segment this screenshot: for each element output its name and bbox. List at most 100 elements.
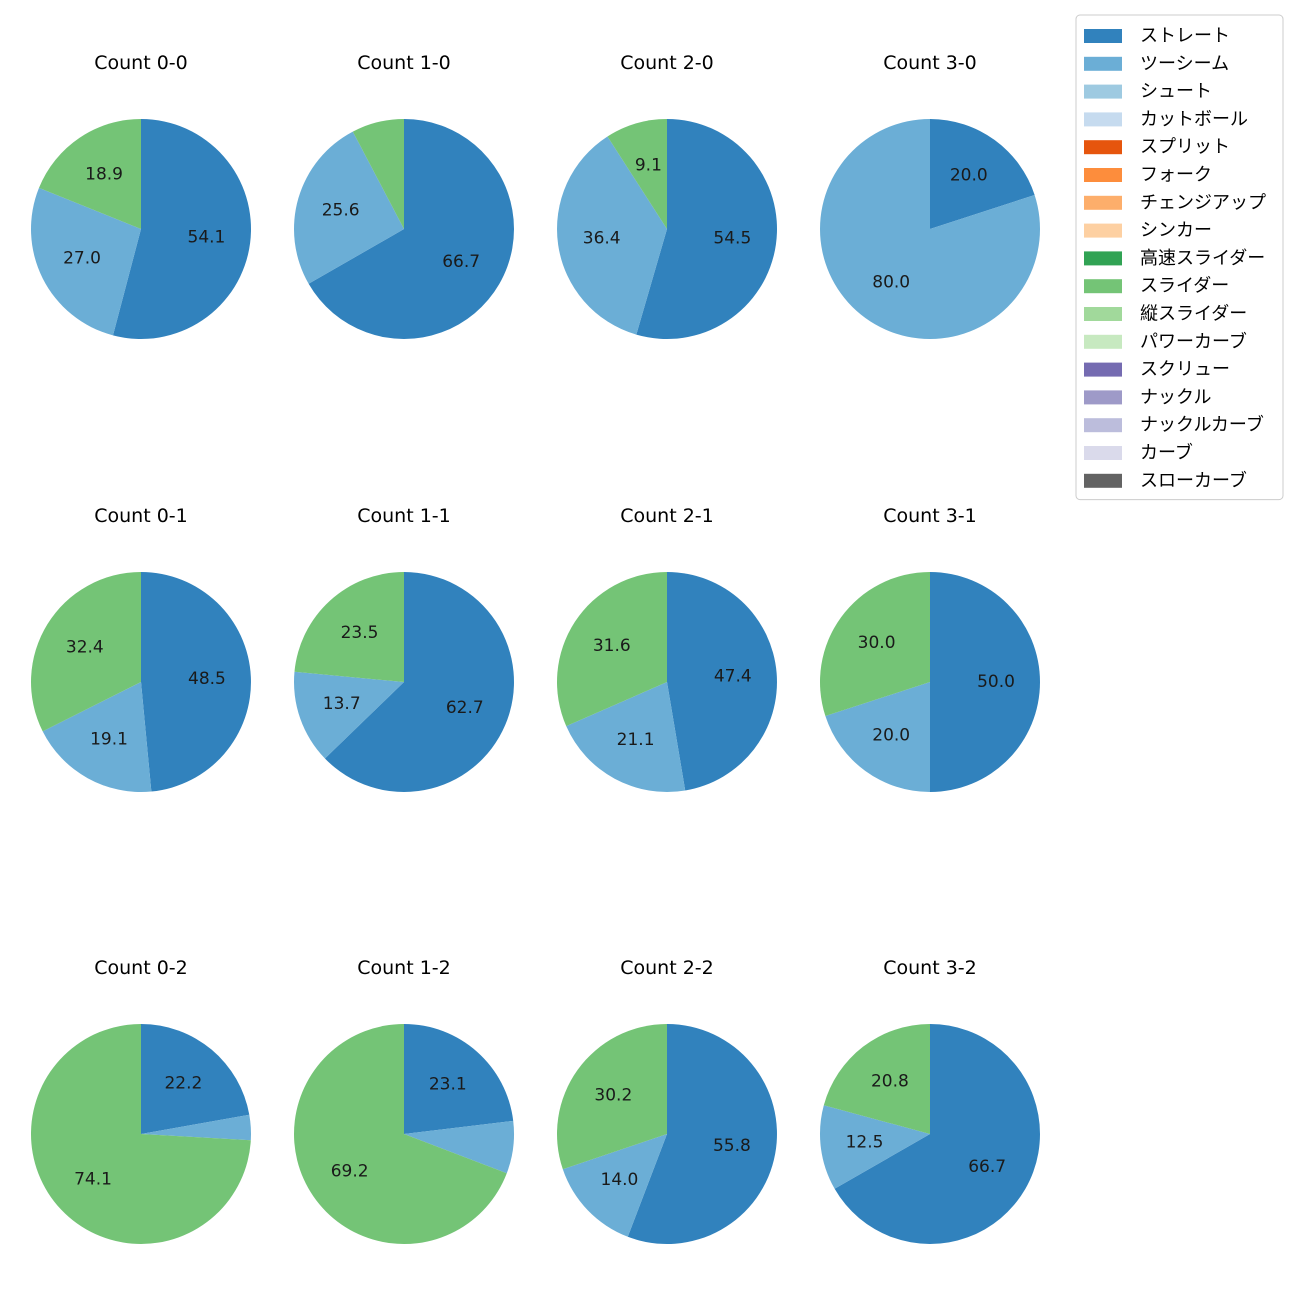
slice-label: 20.0 <box>950 166 988 186</box>
pie-count-3-2: Count 3-2 66.7 12.5 20.8 <box>820 957 1040 1244</box>
legend-label: 高速スライダー <box>1140 248 1265 269</box>
legend-label: シンカー <box>1140 220 1212 241</box>
pie-count-2-1: Count 2-1 47.4 21.1 31.6 <box>557 505 777 792</box>
legend-swatch <box>1084 29 1122 43</box>
slice-スライダー <box>294 1024 507 1244</box>
pie-title: Count 0-1 <box>94 505 188 527</box>
legend-label: パワーカーブ <box>1140 330 1247 352</box>
slice-ストレート <box>308 119 514 339</box>
slice-label: 47.4 <box>714 667 752 687</box>
slice-スライダー <box>819 572 930 716</box>
pie-count-1-2: Count 1-2 23.1 69.2 <box>294 957 515 1244</box>
slice-label: 30.0 <box>858 633 896 653</box>
slice-ツーシーム <box>293 131 404 284</box>
slice-ストレート <box>324 572 514 792</box>
slice-label: 21.1 <box>617 730 655 750</box>
legend-swatch <box>1084 195 1122 210</box>
legend-label: カーブ <box>1140 442 1193 464</box>
slice-ツーシーム <box>562 1134 667 1237</box>
slice-label: 30.2 <box>594 1086 632 1106</box>
slice-ストレート <box>636 118 778 339</box>
slice-ツーシーム <box>293 671 404 759</box>
legend-label: ツーシーム <box>1140 53 1229 74</box>
slice-label: 80.0 <box>872 272 910 292</box>
slice-label: 19.1 <box>90 730 128 750</box>
pie-title: Count 3-2 <box>883 957 977 979</box>
legend-label: カットボール <box>1140 109 1248 130</box>
slice-スライダー <box>31 572 141 732</box>
pie-title: Count 2-2 <box>620 957 714 979</box>
legend-label: ナックル <box>1140 387 1211 408</box>
slice-ツーシーム <box>42 682 152 792</box>
slice-ストレート <box>141 1024 250 1134</box>
slice-label: 22.2 <box>164 1073 202 1093</box>
slice-ツーシーム <box>404 1120 515 1174</box>
legend-label: スローカーブ <box>1140 469 1247 491</box>
slice-label: 14.0 <box>601 1170 639 1190</box>
slice-label: 36.4 <box>583 229 621 249</box>
slice-スライダー <box>38 119 142 229</box>
slice-label: 20.8 <box>871 1072 909 1092</box>
slice-label: 66.7 <box>968 1157 1006 1177</box>
legend: ストレートツーシームシュートカットボールスプリットフォークチェンジアップシンカー… <box>1075 14 1284 501</box>
slice-ストレート <box>141 572 251 792</box>
legend-swatch <box>1084 251 1122 266</box>
slice-label: 54.5 <box>713 228 751 248</box>
legend-swatch <box>1084 473 1122 488</box>
pie-count-0-2: Count 0-2 22.2 74.1 <box>30 957 251 1244</box>
slice-label: 62.7 <box>446 698 484 718</box>
pie-title: Count 2-1 <box>620 505 714 527</box>
slice-ストレート <box>667 572 777 791</box>
slice-label: 23.1 <box>429 1075 467 1095</box>
slice-label: 23.5 <box>341 623 379 643</box>
slice-label: 69.2 <box>331 1161 369 1181</box>
legend-swatch <box>1084 168 1122 182</box>
legend-swatch <box>1084 418 1122 433</box>
legend-label: スプリット <box>1140 137 1230 158</box>
slice-label: 55.8 <box>713 1136 751 1156</box>
slice-ストレート <box>404 1024 514 1134</box>
legend-swatch <box>1084 140 1122 155</box>
slice-ツーシーム <box>566 682 686 792</box>
legend-swatch <box>1084 307 1122 321</box>
slice-ストレート <box>112 119 252 339</box>
slice-ツーシーム <box>825 682 930 792</box>
legend-swatch <box>1084 334 1122 349</box>
pie-title: Count 1-1 <box>357 505 451 527</box>
slice-スライダー <box>294 572 404 682</box>
legend-label: ナックルカーブ <box>1140 414 1264 436</box>
slice-ストレート <box>930 572 1040 792</box>
legend-label: ストレート <box>1140 26 1230 47</box>
pie-title: Count 1-2 <box>357 957 451 979</box>
legend-swatch <box>1084 112 1122 127</box>
slice-ツーシーム <box>820 1105 930 1189</box>
pie-title: Count 0-2 <box>94 957 188 979</box>
slice-ツーシーム <box>30 187 142 336</box>
slice-スライダー <box>30 1024 251 1244</box>
legend-label: フォーク <box>1140 165 1212 186</box>
slice-label: 31.6 <box>593 636 631 656</box>
slice-ツーシーム <box>557 136 667 335</box>
pie-count-0-1: Count 0-1 48.5 19.1 32.4 <box>31 505 251 792</box>
pie-title: Count 1-0 <box>357 52 451 74</box>
slice-label: 18.9 <box>85 164 123 184</box>
legend-swatch <box>1084 223 1122 238</box>
slice-label: 32.4 <box>66 637 104 657</box>
slice-スライダー <box>557 1024 667 1170</box>
slice-ツーシーム <box>141 1114 251 1141</box>
slice-label: 13.7 <box>323 694 361 714</box>
legend-label: 縦スライダー <box>1140 304 1247 325</box>
pie-title: Count 3-1 <box>883 505 977 527</box>
pie-count-2-2: Count 2-2 55.8 14.0 30.2 <box>557 957 777 1244</box>
slice-label: 12.5 <box>846 1132 884 1152</box>
slice-label: 25.6 <box>322 201 360 221</box>
legend-label: スクリュー <box>1140 359 1230 380</box>
legend-swatch <box>1084 390 1122 405</box>
pie-count-3-1: Count 3-1 50.0 20.0 30.0 <box>819 505 1040 792</box>
legend-swatch <box>1084 279 1122 294</box>
legend-swatch <box>1084 446 1122 460</box>
slice-スライダー <box>352 119 404 229</box>
legend-label: チェンジアップ <box>1140 192 1266 213</box>
